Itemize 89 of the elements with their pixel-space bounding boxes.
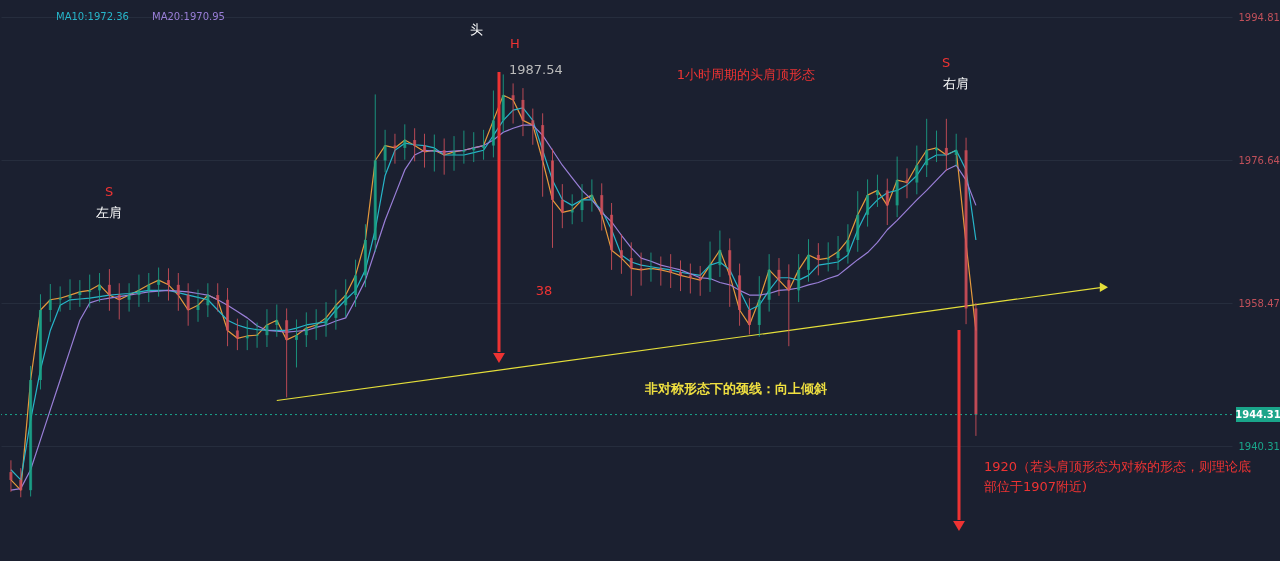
text: MA20:1970.95 xyxy=(152,11,225,22)
candlestick xyxy=(58,285,62,313)
candlestick xyxy=(432,134,436,173)
candlestick xyxy=(413,127,417,162)
candlestick xyxy=(580,183,584,223)
candlestick xyxy=(600,182,604,232)
candlestick xyxy=(48,283,52,323)
candlestick xyxy=(462,130,466,165)
annotation: 左肩 xyxy=(96,205,122,220)
text: MA10:1972.36 xyxy=(56,11,129,22)
candlestick xyxy=(915,145,919,195)
candlestick xyxy=(797,253,801,303)
candlestick xyxy=(78,279,82,308)
candlestick xyxy=(383,129,387,173)
candlestick xyxy=(866,178,870,228)
candlestick xyxy=(639,252,643,287)
candlestick xyxy=(255,322,259,349)
annotation: 头 xyxy=(469,22,483,37)
annotation: 1小时周期的头肩顶形态 xyxy=(676,67,816,82)
candlestick xyxy=(511,82,515,125)
candlestick xyxy=(649,252,653,283)
candlestick xyxy=(19,467,23,498)
candlestick xyxy=(442,137,446,176)
annotation: S xyxy=(941,55,951,70)
candlestick xyxy=(137,274,141,308)
candlestick xyxy=(334,289,338,331)
candlestick xyxy=(285,307,289,398)
candlestick xyxy=(354,259,358,308)
candlestick xyxy=(107,268,111,312)
candlestick xyxy=(560,183,564,229)
candlestick xyxy=(679,259,682,292)
candlestick xyxy=(452,135,456,172)
candlestick xyxy=(206,282,210,318)
candlestick xyxy=(747,297,751,335)
candlestick xyxy=(688,263,692,294)
candlestick xyxy=(68,278,72,311)
candlestick xyxy=(659,256,663,287)
candlestick xyxy=(826,241,830,272)
candlestick xyxy=(807,238,811,283)
y-tick-label: 1958.47 xyxy=(1238,297,1280,309)
candlestick xyxy=(905,167,909,199)
candlestick xyxy=(88,274,92,309)
ref-line-label: 1944.31 xyxy=(1235,408,1280,420)
annotation: 38 xyxy=(535,283,553,298)
candlestick xyxy=(216,282,220,313)
candlestick xyxy=(9,459,13,493)
candlestick xyxy=(196,289,200,323)
candlestick xyxy=(846,223,850,265)
annotation: S xyxy=(104,184,114,199)
candlestick xyxy=(166,267,170,302)
y-tick-label: 1976.64 xyxy=(1238,154,1280,166)
candlestick xyxy=(422,133,426,169)
candlestick xyxy=(777,257,781,297)
candlestick xyxy=(944,118,948,172)
candlestick xyxy=(531,108,535,146)
y-tick-label: 1994.81 xyxy=(1238,11,1280,23)
annotation: H xyxy=(510,36,520,51)
candlestick xyxy=(885,178,889,226)
candlestick xyxy=(718,230,722,278)
candlestick xyxy=(619,233,623,275)
candlestick xyxy=(403,123,407,161)
candlestick xyxy=(590,178,594,213)
candlestick xyxy=(875,174,879,208)
candlestick xyxy=(127,282,131,313)
candlestick xyxy=(235,318,239,351)
candlestick xyxy=(304,311,308,348)
candlestick xyxy=(324,301,328,338)
candlestick xyxy=(275,304,279,338)
candlestick xyxy=(629,241,633,297)
annotation: 1987.54 xyxy=(509,62,563,77)
candlestick xyxy=(787,263,791,347)
candlestick xyxy=(816,242,820,276)
candlestick xyxy=(176,272,180,312)
annotation: 右肩 xyxy=(943,76,969,91)
candlestick xyxy=(521,87,525,137)
candlestick xyxy=(314,308,318,341)
candlestick xyxy=(265,308,269,348)
candlestick xyxy=(117,282,121,320)
candlestick xyxy=(708,241,712,293)
candlestick xyxy=(954,133,958,168)
candlestick xyxy=(836,235,840,271)
candlestick xyxy=(294,318,298,368)
annotation: 1920（若头肩顶形态为对称的形态，则理论底部位于1907附近) xyxy=(984,459,1252,494)
annotation: 非对称形态下的颈线：向上倾斜 xyxy=(644,381,827,396)
y-tick-label: 1940.31 xyxy=(1238,440,1280,452)
candlestick xyxy=(157,267,161,298)
candlestick xyxy=(186,282,190,327)
candlestick xyxy=(925,118,929,178)
candlestick xyxy=(344,278,348,318)
